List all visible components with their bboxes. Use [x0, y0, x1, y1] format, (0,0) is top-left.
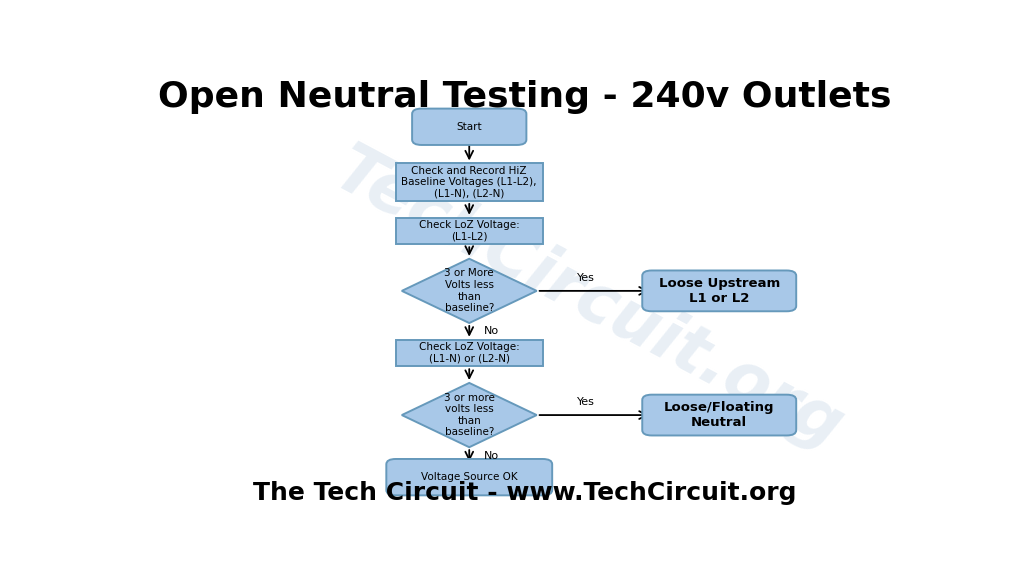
Text: Open Neutral Testing - 240v Outlets: Open Neutral Testing - 240v Outlets: [158, 80, 892, 114]
Text: Check LoZ Voltage:
(L1-L2): Check LoZ Voltage: (L1-L2): [419, 220, 519, 242]
FancyBboxPatch shape: [396, 218, 543, 244]
Text: Loose/Floating
Neutral: Loose/Floating Neutral: [664, 401, 774, 429]
Polygon shape: [401, 383, 537, 447]
FancyBboxPatch shape: [396, 340, 543, 366]
Text: TechCircuit.org: TechCircuit.org: [323, 137, 854, 462]
Text: Start: Start: [457, 122, 482, 132]
Text: 3 or more
volts less
than
baseline?: 3 or more volts less than baseline?: [443, 393, 495, 437]
FancyBboxPatch shape: [386, 459, 552, 495]
Text: No: No: [483, 451, 499, 461]
Text: The Tech Circuit - www.TechCircuit.org: The Tech Circuit - www.TechCircuit.org: [253, 480, 797, 505]
Text: 3 or More
Volts less
than
baseline?: 3 or More Volts less than baseline?: [444, 268, 494, 313]
Text: Check LoZ Voltage:
(L1-N) or (L2-N): Check LoZ Voltage: (L1-N) or (L2-N): [419, 342, 519, 364]
Polygon shape: [401, 259, 537, 323]
FancyBboxPatch shape: [412, 109, 526, 145]
Text: No: No: [483, 327, 499, 336]
Text: Yes: Yes: [578, 397, 595, 407]
Text: Check and Record HiZ
Baseline Voltages (L1-L2),
(L1-N), (L2-N): Check and Record HiZ Baseline Voltages (…: [401, 166, 537, 199]
Text: Voltage Source OK: Voltage Source OK: [421, 472, 517, 482]
FancyBboxPatch shape: [642, 271, 797, 311]
FancyBboxPatch shape: [396, 164, 543, 201]
FancyBboxPatch shape: [642, 395, 797, 435]
Text: Yes: Yes: [578, 273, 595, 283]
Text: Loose Upstream
L1 or L2: Loose Upstream L1 or L2: [658, 277, 780, 305]
